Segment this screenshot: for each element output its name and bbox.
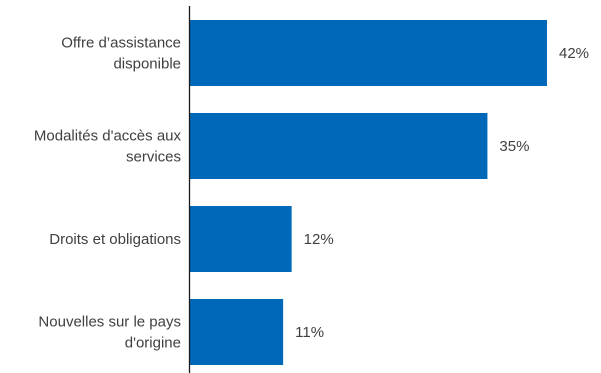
category-label-line: services xyxy=(126,149,181,166)
value-label-3: 12% xyxy=(304,231,334,248)
value-label-1: 42% xyxy=(559,45,589,62)
bar-1 xyxy=(189,20,547,86)
category-label-2: Modalités d'accès aux services xyxy=(34,128,182,166)
category-label-4: Nouvelles sur le pays d'origine xyxy=(38,314,181,352)
value-labels: 42% 35% 12% 11% xyxy=(295,45,589,341)
bar-3 xyxy=(189,206,292,272)
bar-4 xyxy=(189,299,284,365)
category-label-line: Nouvelles sur le pays xyxy=(38,314,181,331)
category-label-line: Modalités d'accès aux xyxy=(34,128,182,145)
category-label-line: disponible xyxy=(113,56,181,73)
category-label-line: d'origine xyxy=(125,335,181,352)
category-label-1: Offre d’assistance disponible xyxy=(61,35,181,73)
bars-layer xyxy=(189,20,547,365)
category-labels: Offre d’assistance disponible Modalités d'… xyxy=(34,35,182,352)
category-label-3: Droits et obligations xyxy=(49,231,181,248)
value-label-2: 35% xyxy=(499,138,529,155)
value-label-4: 11% xyxy=(295,324,324,341)
category-label-line: Droits et obligations xyxy=(49,231,181,248)
bar-2 xyxy=(189,113,488,179)
category-label-line: Offre d’assistance xyxy=(61,35,181,52)
